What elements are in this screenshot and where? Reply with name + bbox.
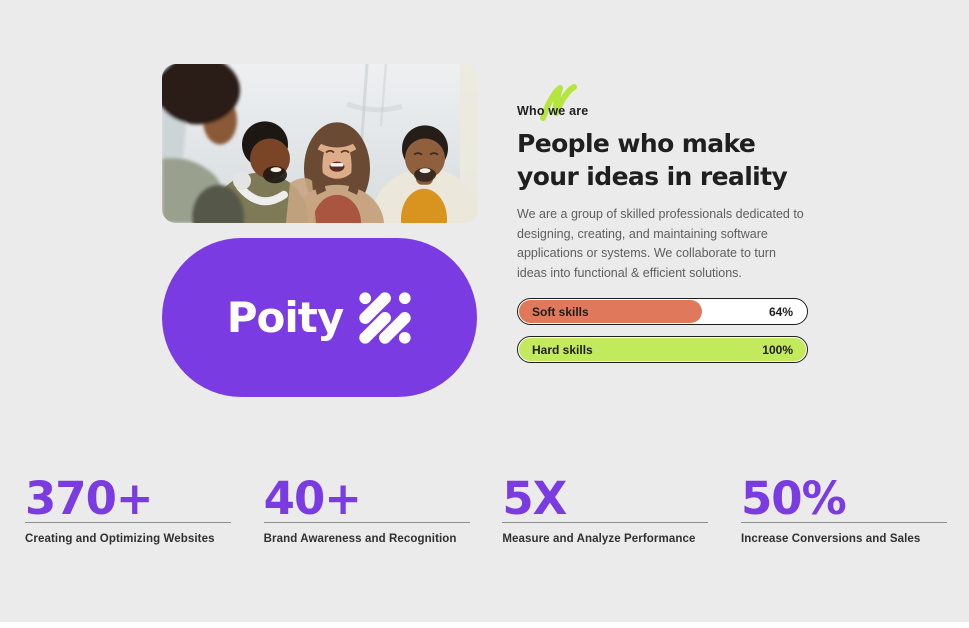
skills-list: Soft skills 64% Hard skills 100%	[517, 298, 812, 363]
brand-pill: Poity	[162, 238, 477, 397]
stat-value: 50%	[740, 476, 947, 523]
about-column: Who we are People who make your ideas in …	[517, 84, 812, 363]
stat-value: 5X	[502, 476, 709, 523]
stat-label: Measure and Analyze Performance	[502, 533, 696, 545]
skill-label: Soft skills	[532, 304, 589, 319]
section-heading: People who make your ideas in reality	[517, 127, 812, 193]
skill-fill	[519, 300, 702, 323]
skill-bar-soft-skills: Soft skills 64%	[517, 298, 808, 325]
next-section-edge	[0, 622, 969, 628]
stat-websites: 370+ Creating and Optimizing Websites	[25, 476, 231, 545]
skill-value: 100%	[762, 342, 793, 357]
section-eyebrow: Who we are	[517, 104, 589, 118]
stat-conversions: 50% Increase Conversions and Sales	[740, 476, 947, 545]
skill-fill	[519, 338, 806, 361]
section-paragraph: We are a group of skilled professionals …	[517, 207, 804, 280]
heading-line-2: your ideas in reality	[517, 162, 788, 191]
team-photo-illustration	[162, 64, 478, 223]
stat-label: Brand Awareness and Recognition	[263, 533, 457, 545]
skill-bar-hard-skills: Hard skills 100%	[517, 336, 808, 363]
stat-label: Creating and Optimizing Websites	[25, 533, 215, 545]
stat-label: Increase Conversions and Sales	[740, 533, 921, 545]
stat-value: 40+	[263, 476, 470, 523]
stat-value: 370+	[25, 476, 231, 523]
dot-grid-logo-icon	[359, 291, 411, 344]
team-photo	[162, 64, 478, 223]
stats-row: 370+ Creating and Optimizing Websites 40…	[25, 476, 947, 545]
skill-label: Hard skills	[532, 342, 593, 357]
stat-performance: 5X Measure and Analyze Performance	[502, 476, 709, 545]
green-scribble-icon	[540, 84, 577, 121]
eyebrow-wrap: Who we are	[517, 84, 812, 121]
brand-wordmark: Poity	[226, 293, 344, 342]
heading-line-1: People who make	[517, 129, 756, 158]
skill-value: 64%	[768, 304, 793, 319]
stat-brand-awareness: 40+ Brand Awareness and Recognition	[263, 476, 470, 545]
